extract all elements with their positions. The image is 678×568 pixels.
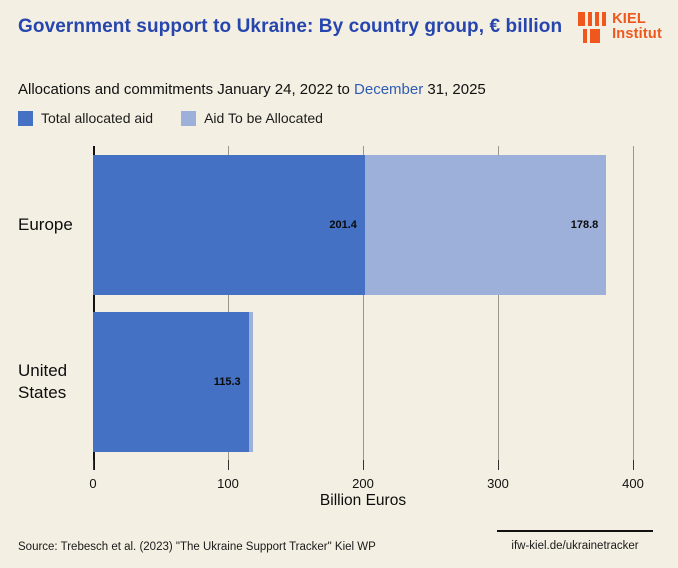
tracker-link[interactable]: ifw-kiel.de/ukrainetracker [511, 540, 639, 552]
category-labels: Europe United States [18, 146, 93, 460]
plot-area: 201.4 178.8 115.3 0 100 200 300 400 Billion Euro… [89, 146, 660, 509]
subtitle-highlight: December [354, 81, 424, 98]
x-tick-label: 300 [487, 476, 509, 491]
bar-value-label: 115.3 [213, 375, 241, 388]
gridline [363, 146, 364, 460]
bar-row: 115.3 [93, 303, 660, 460]
bar-segment: 115.3 [93, 311, 249, 452]
legend-swatch-light-blue [181, 110, 197, 126]
x-axis-tick [498, 460, 499, 470]
legend-item-total-allocated: Total allocated aid [18, 110, 153, 126]
bar-row: 201.4 178.8 [93, 146, 660, 303]
bar-value-label: 201.4 [329, 218, 357, 231]
x-axis-tick [363, 460, 364, 470]
kiel-logo-text: KIEL Institut [612, 12, 662, 42]
x-tick-label: 200 [352, 476, 374, 491]
kiel-institut-logo: KIEL Institut [578, 12, 662, 45]
legend-item-to-be-allocated: Aid To be Allocated [181, 110, 323, 126]
footer-divider [497, 530, 653, 532]
subtitle-suffix: 31, 2025 [423, 81, 486, 98]
page-title: Government support to Ukraine: By countr… [18, 16, 563, 37]
kiel-logo-line1: KIEL [612, 11, 646, 27]
bar-chart: Europe United States 201.4 178.8 115.3 0 100 2… [18, 146, 660, 512]
bar-segment: 178.8 [364, 154, 607, 295]
chart-legend: Total allocated aid Aid To be Allocated [18, 110, 323, 126]
gridline [228, 146, 229, 460]
x-axis-tick [93, 460, 94, 470]
category-label: United States [18, 360, 68, 402]
kiel-logo-line2: Institut [612, 26, 662, 42]
kiel-logo-mark-icon [578, 12, 607, 43]
bar-segment [248, 311, 253, 452]
bar-segment: 201.4 [93, 154, 365, 295]
gridline [498, 146, 499, 460]
legend-label: Aid To be Allocated [204, 110, 323, 126]
legend-label: Total allocated aid [41, 110, 154, 126]
source-note: Source: Trebesch et al. (2023) "The Ukra… [18, 541, 376, 553]
x-tick-label: 400 [622, 476, 644, 491]
x-axis-tick [633, 460, 634, 470]
x-tick-label: 0 [89, 476, 97, 491]
legend-swatch-dark-blue [18, 110, 33, 126]
chart-subtitle: Allocations and commitments January 24, … [18, 81, 486, 98]
gridline [633, 146, 634, 460]
bar-value-label: 178.8 [570, 218, 599, 231]
tracker-link-block: ifw-kiel.de/ukrainetracker [497, 530, 653, 552]
x-tick-label: 100 [217, 476, 239, 491]
subtitle-prefix: Allocations and commitments January 24, … [18, 81, 355, 98]
x-axis-tick [228, 460, 229, 470]
y-axis-line [93, 146, 95, 470]
category-label: Europe [18, 214, 73, 234]
x-axis-title: Billion Euros [319, 492, 407, 509]
